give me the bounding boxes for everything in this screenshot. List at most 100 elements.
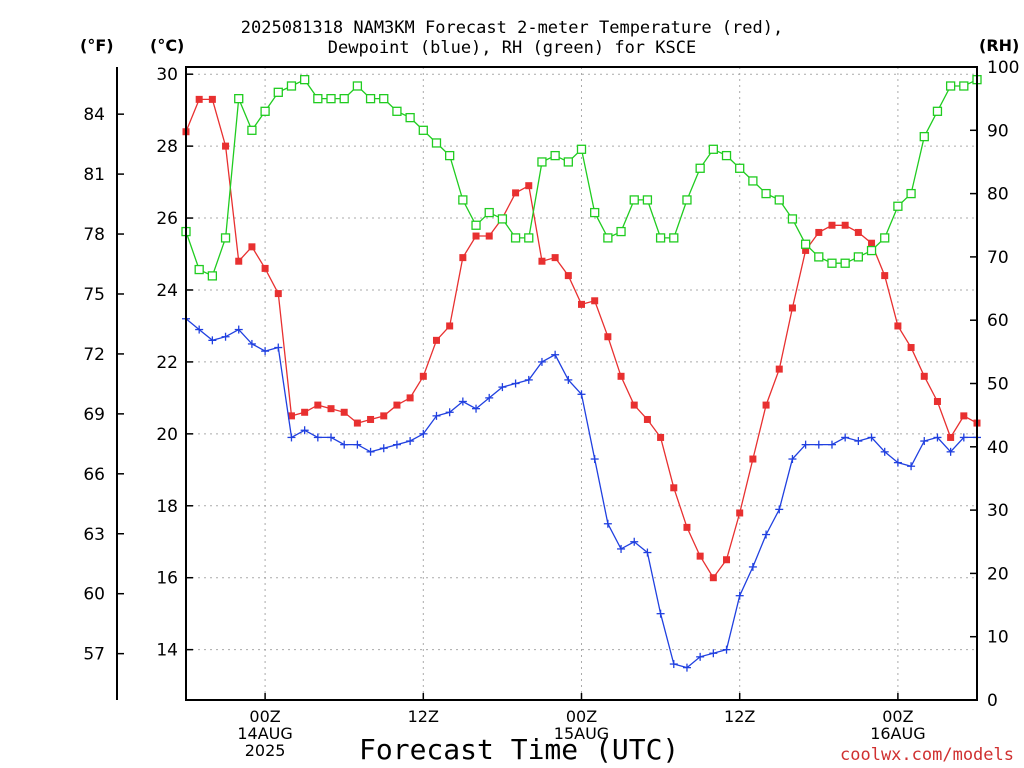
rh-point (853, 252, 863, 262)
temperature-point (920, 372, 928, 380)
rh-point (603, 233, 613, 243)
rh-point (735, 163, 745, 173)
temperature-point (762, 401, 770, 409)
temperature-point (525, 182, 533, 190)
dewpoint-point (630, 537, 639, 546)
dewpoint-point (656, 609, 665, 618)
rh-point (721, 150, 732, 161)
series-layer (181, 75, 982, 672)
dewpoint-point (920, 437, 929, 446)
fahrenheit-tick-label: 63 (83, 525, 105, 545)
dewpoint-point (208, 336, 217, 345)
dewpoint-point (893, 458, 902, 467)
rh-axis-unit: (RH) (979, 36, 1020, 55)
rh-tick-label: 40 (987, 438, 1009, 458)
dewpoint-point (419, 429, 428, 438)
temperature-point (643, 415, 651, 423)
temperature-point (222, 142, 230, 150)
temperature-point (617, 372, 625, 380)
dewpoint-point (432, 411, 441, 420)
dewpoint-point (564, 375, 573, 384)
temperature-point (709, 574, 717, 582)
rh-point (774, 195, 784, 205)
temperature-point (301, 408, 309, 416)
x-tick-label: 16AUG (870, 724, 925, 743)
dewpoint-point (445, 408, 454, 417)
rh-point (787, 214, 798, 224)
dewpoint-point (959, 433, 968, 442)
dewpoint-point (353, 440, 362, 449)
rh-tick-label: 30 (987, 501, 1009, 521)
dewpoint-point (247, 339, 256, 348)
rh-tick-label: 100 (987, 58, 1019, 78)
dewpoint-point (274, 343, 283, 352)
dewpoint-point (313, 433, 322, 442)
temperature-point (868, 239, 876, 247)
fahrenheit-tick-label: 84 (83, 105, 105, 125)
dewpoint-point (814, 440, 823, 449)
rh-point (234, 94, 244, 104)
axes: 14 16 18 20 22 24 26 28 30 57 60 63 66 69 72 75 78 81 84 0 1… (83, 58, 1019, 760)
temperature-point (696, 552, 704, 560)
x-tick-label: 12Z (408, 707, 439, 726)
dewpoint-point (907, 462, 916, 471)
rh-point (497, 214, 508, 224)
dewpoint-point (458, 397, 467, 406)
rh-point (392, 106, 402, 116)
temperature-point (432, 336, 440, 344)
temperature-point (538, 257, 546, 265)
rh-point (761, 188, 771, 199)
rh-point (207, 271, 218, 281)
x-tick-label: 00Z (882, 707, 913, 726)
rh-point (484, 207, 494, 218)
temperature-point (261, 264, 269, 272)
temperature-point (248, 243, 256, 251)
fahrenheit-tick-label: 81 (83, 165, 105, 185)
celsius-tick-label: 28 (156, 137, 178, 157)
x-tick-label: 12Z (724, 707, 755, 726)
dewpoint-point (762, 530, 771, 539)
temperature-point (406, 394, 414, 402)
fahrenheit-tick-label: 78 (83, 225, 105, 245)
dewpoint-point (946, 447, 955, 456)
temperature-point (195, 95, 203, 103)
dewpoint-point (485, 393, 494, 402)
rh-tick-label: 60 (987, 311, 1009, 331)
rh-point (576, 144, 587, 154)
temperature-point (419, 372, 427, 380)
temperature-point (604, 333, 612, 341)
fahrenheit-tick-label: 72 (83, 345, 105, 365)
rh-point (471, 220, 481, 230)
temperature-point (788, 304, 796, 312)
rh-point (748, 176, 758, 186)
rh-point (405, 112, 415, 123)
dewpoint-point (577, 390, 586, 399)
x-tick-label: 2025 (245, 741, 286, 760)
temperature-point (828, 221, 836, 229)
dewpoint-point (880, 447, 889, 456)
dewpoint-point (327, 433, 336, 442)
rh-point (524, 233, 534, 243)
temperature-point (340, 408, 348, 416)
rh-point (840, 258, 850, 268)
fahrenheit-tick-label: 57 (83, 645, 105, 665)
temperature-point (551, 254, 559, 262)
rh-point (445, 150, 455, 161)
temperature-point (894, 322, 902, 330)
temperature-point (287, 412, 295, 420)
rh-point (326, 94, 336, 104)
rh-point (313, 94, 323, 104)
temperature-point (353, 419, 361, 427)
celsius-tick-label: 22 (156, 353, 178, 373)
rh-point (866, 245, 877, 256)
temperature-point (591, 297, 599, 305)
temperature-point (841, 221, 849, 229)
rh-point (682, 195, 692, 205)
dewpoint-point (722, 645, 731, 654)
celsius-axis-unit: (°C) (150, 36, 185, 55)
celsius-tick-label: 18 (156, 497, 178, 517)
dewpoint-point (788, 455, 797, 464)
temperature-point (960, 412, 968, 420)
rh-point (932, 106, 943, 116)
